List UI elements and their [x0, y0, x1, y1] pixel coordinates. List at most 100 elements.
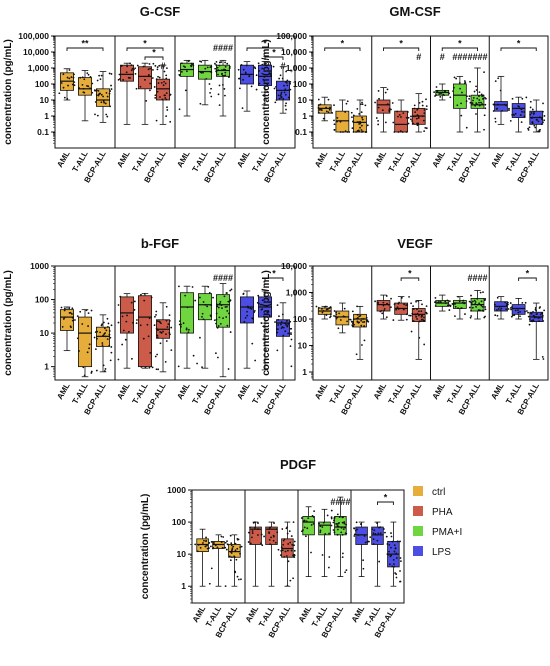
data-point: [362, 317, 365, 320]
data-point: [282, 543, 285, 546]
data-point: [220, 541, 223, 543]
data-point: [395, 573, 398, 575]
data-point: [144, 78, 146, 81]
data-point: [204, 545, 207, 548]
data-point: [240, 578, 242, 581]
box-iqr: [302, 516, 315, 536]
data-point: [166, 109, 169, 111]
data-point: [143, 299, 146, 302]
data-point: [191, 286, 194, 288]
data-point: [135, 87, 138, 90]
data-point: [524, 310, 526, 313]
data-point: [279, 554, 282, 557]
data-point: [412, 305, 414, 308]
data-point: [423, 319, 426, 322]
data-point: [361, 116, 363, 119]
data-point: [134, 67, 137, 70]
data-point: [268, 314, 271, 317]
data-point: [376, 522, 379, 525]
data-point: [289, 88, 292, 91]
data-point: [384, 121, 387, 124]
data-point: [255, 88, 258, 91]
data-point: [338, 522, 340, 524]
data-point: [441, 91, 444, 94]
box-iqr: [511, 304, 526, 315]
data-point: [355, 353, 358, 356]
data-point: [245, 64, 248, 67]
data-point: [187, 60, 190, 63]
data-point: [286, 584, 289, 587]
data-point: [398, 114, 401, 116]
data-point: [315, 305, 318, 308]
data-point: [476, 303, 479, 306]
data-point: [154, 97, 157, 99]
data-point: [67, 84, 69, 87]
data-point: [220, 304, 223, 307]
data-point: [221, 546, 224, 549]
data-point: [266, 90, 269, 93]
box-PHA-BCP-ALL: [153, 302, 173, 373]
data-point: [342, 516, 344, 519]
data-point: [388, 543, 391, 546]
data-point: [434, 305, 437, 307]
data-point: [101, 342, 104, 344]
data-point: [492, 110, 495, 112]
data-point: [454, 315, 456, 318]
data-point: [480, 101, 482, 104]
data-point: [170, 349, 173, 352]
data-point: [224, 61, 226, 64]
data-point: [247, 531, 250, 534]
data-point: [275, 99, 278, 101]
data-point: [217, 325, 220, 327]
data-point: [483, 299, 486, 302]
data-point: [452, 86, 455, 89]
box-PHA-BCP-ALL: [409, 299, 428, 360]
data-point: [278, 77, 281, 80]
data-point: [399, 570, 401, 572]
data-point: [236, 575, 239, 578]
data-point: [165, 340, 168, 342]
data-point: [509, 119, 512, 122]
data-point: [263, 535, 265, 538]
data-point: [225, 548, 228, 551]
data-point: [155, 368, 158, 371]
data-point: [156, 334, 159, 337]
y-tick-label: 10: [177, 549, 187, 559]
data-point: [278, 97, 281, 100]
data-point: [135, 322, 138, 325]
data-point: [333, 123, 336, 126]
data-point: [109, 90, 112, 92]
box-iqr: [215, 294, 230, 328]
data-point: [213, 543, 215, 546]
data-point: [537, 120, 540, 123]
data-point: [377, 106, 380, 109]
x-group-label: AML: [431, 149, 448, 169]
data-point: [454, 305, 457, 308]
data-point: [285, 102, 288, 105]
data-point: [94, 348, 97, 351]
data-point: [458, 82, 461, 84]
data-point: [480, 93, 483, 96]
data-point: [251, 532, 254, 534]
data-point: [474, 301, 477, 303]
data-point: [117, 321, 120, 324]
data-point: [366, 124, 369, 127]
data-point: [538, 116, 541, 119]
data-point: [310, 551, 312, 554]
data-point: [98, 74, 101, 77]
data-point: [276, 304, 279, 307]
data-point: [83, 374, 86, 377]
data-point: [458, 300, 461, 303]
x-group-label: T-ALL: [131, 381, 150, 405]
data-point: [104, 335, 107, 338]
data-point: [199, 71, 202, 74]
data-point: [343, 521, 346, 523]
data-point: [73, 73, 75, 76]
data-point: [70, 326, 72, 329]
x-group-label: T-ALL: [71, 381, 90, 405]
data-point: [136, 319, 138, 321]
data-point: [282, 326, 285, 329]
data-point: [524, 301, 527, 304]
significance-bracket: [441, 47, 478, 51]
data-point: [267, 298, 270, 301]
